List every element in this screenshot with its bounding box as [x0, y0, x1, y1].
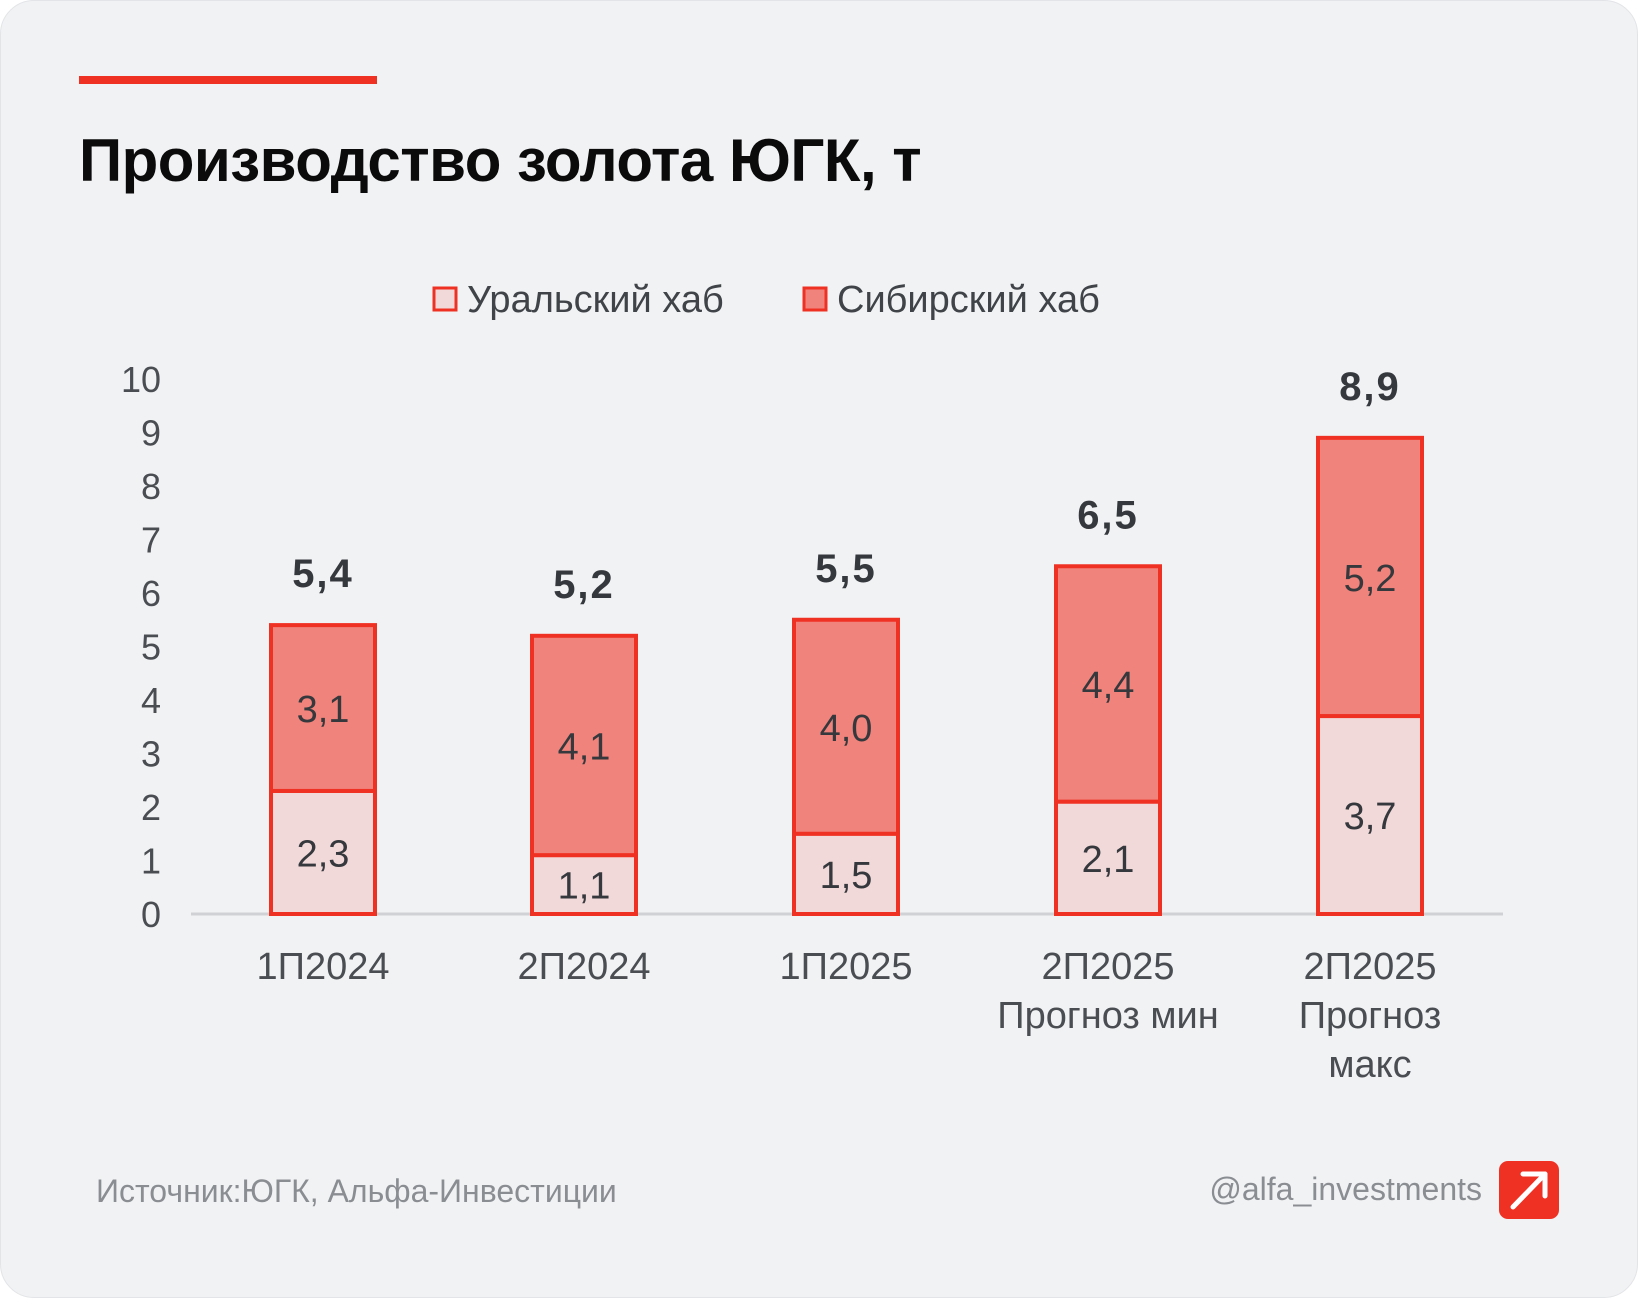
x-tick-label: 1П2024: [257, 946, 390, 988]
accent-bar: [79, 76, 377, 84]
y-tick-label: 5: [141, 627, 161, 668]
bar-segment-ural: [530, 853, 638, 917]
segment-value-label: 1,5: [820, 855, 873, 897]
bar-segment-siberia: [1316, 435, 1424, 719]
y-tick-label: 6: [141, 573, 161, 614]
chart-title: Производство золота ЮГК, т: [79, 127, 922, 194]
segment-value-label: 2,3: [297, 833, 350, 875]
total-value-label: 5,4: [292, 552, 354, 596]
y-tick-label: 0: [141, 894, 161, 935]
y-tick-label: 4: [141, 680, 161, 721]
x-tick-label: 2П2025: [1042, 946, 1175, 988]
bar-segment-siberia: [269, 623, 377, 793]
alfa-arrow-logo-icon: [1499, 1161, 1559, 1219]
segment-value-label: 4,0: [820, 708, 873, 750]
bar-segment-ural: [792, 831, 900, 916]
stacked-bar-chart: Уральский хаб Сибирский хаб 0 1 2 3 4 5 6 7 8 9 10 2,…: [121, 279, 1503, 1086]
bar-segment-siberia: [530, 633, 638, 858]
total-value-label: 5,5: [815, 547, 877, 591]
bar-segment-ural: [1316, 714, 1424, 916]
legend-swatch-2: [802, 286, 828, 312]
y-tick-label: 10: [121, 359, 161, 400]
x-tick-label: 2П2024: [518, 946, 651, 988]
y-tick-label: 1: [141, 841, 161, 882]
bar-segment-ural: [1054, 799, 1162, 917]
legend-label-2: Сибирский хаб: [837, 279, 1100, 321]
legend-swatch-1: [432, 286, 458, 312]
x-tick-label: макс: [1328, 1044, 1411, 1086]
bar-segment-siberia: [792, 617, 900, 836]
y-tick-label: 8: [141, 466, 161, 507]
segment-value-label: 4,4: [1082, 665, 1135, 707]
segment-value-label: 2,1: [1082, 839, 1135, 881]
total-value-label: 8,9: [1339, 365, 1401, 409]
bar-segment-siberia: [1054, 564, 1162, 804]
y-tick-label: 9: [141, 413, 161, 454]
segment-value-label: 5,2: [1344, 558, 1397, 600]
bar-segment-ural: [269, 788, 377, 917]
total-value-label: 5,2: [553, 563, 615, 607]
x-tick-label: Прогноз: [1299, 995, 1442, 1037]
y-tick-label: 7: [141, 520, 161, 561]
x-tick-label: 2П2025: [1304, 946, 1437, 988]
source-note: Источник:ЮГК, Альфа-Инвестиции: [96, 1173, 617, 1209]
y-tick-label: 3: [141, 734, 161, 775]
segment-value-label: 3,1: [297, 689, 350, 731]
segment-value-label: 4,1: [558, 726, 611, 768]
legend-label-1: Уральский хаб: [467, 279, 724, 321]
x-tick-label: Прогноз мин: [997, 995, 1218, 1037]
segment-value-label: 1,1: [558, 866, 611, 908]
x-tick-label: 1П2025: [780, 946, 913, 988]
y-tick-label: 2: [141, 787, 161, 828]
social-handle[interactable]: @alfa_investments: [1209, 1171, 1482, 1207]
total-value-label: 6,5: [1077, 493, 1139, 537]
segment-value-label: 3,7: [1344, 796, 1397, 838]
